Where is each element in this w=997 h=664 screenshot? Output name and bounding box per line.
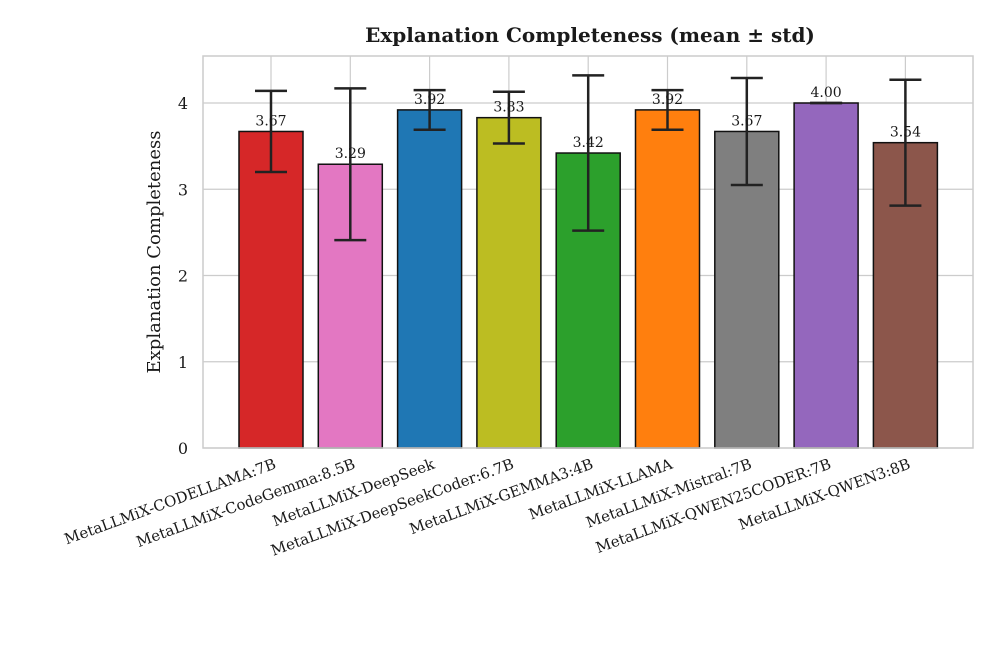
bar-value-label: 3.67 [255,113,286,129]
bars [238,102,939,449]
bar [396,109,463,449]
bar [238,130,304,449]
y-axis-label: Explanation Completeness [144,131,165,374]
y-axis-ticks: 0 1 2 3 4 [178,94,188,458]
y-tick-label: 0 [178,439,188,458]
bar [634,109,701,449]
y-tick-label: 3 [178,180,188,199]
bar [476,116,542,449]
bar-value-label: 4.00 [811,85,842,101]
bar-value-label: 3.54 [890,125,921,141]
y-tick-label: 4 [178,94,188,113]
bar-value-label: 3.83 [493,100,524,116]
error-bars [255,74,922,242]
bar-value-label: 3.92 [652,92,683,108]
chart-title: Explanation Completeness (mean ± std) [365,23,815,47]
data-labels: 3.67 3.29 3.92 3.83 3.42 3.92 3.67 4.00 3.54 [255,85,921,162]
plot-frame [202,55,974,449]
bar-value-label: 3.29 [335,146,366,162]
bar-value-label: 3.67 [731,113,762,129]
bar [793,102,859,449]
x-axis-ticks: MetaLLMiX-CODELLAMA:7BMetaLLMiX-CodeGemm… [62,455,913,560]
bar-value-label: 3.42 [573,135,604,151]
y-tick-label: 2 [178,267,188,286]
bar-value-label: 3.92 [414,92,445,108]
y-tick-label: 1 [178,353,188,372]
